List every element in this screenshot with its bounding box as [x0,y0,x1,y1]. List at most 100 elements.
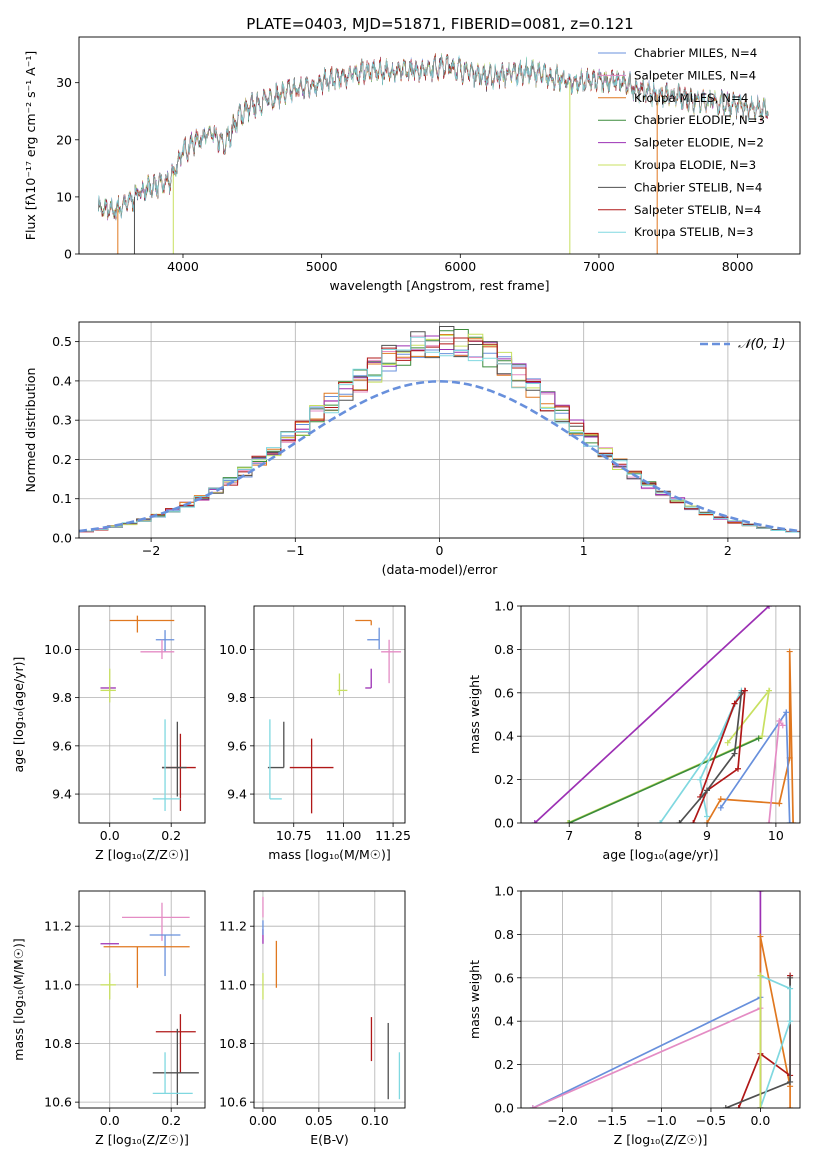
x-axis-label: mass [log₁₀(M/M☉)] [268,847,390,862]
x-tick-label: −2.0 [547,1113,577,1128]
legend-label: Salpeter ELODIE, N=2 [634,136,764,150]
weight-series-line [532,1007,761,1108]
x-tick-label: 0.05 [305,1113,333,1128]
axes-frame [520,605,801,824]
y-tick-label: 20 [56,132,72,147]
y-tick-label: 0.2 [494,1057,514,1072]
weight-marker [790,820,797,823]
weight-marker [704,820,710,823]
weight-marker [786,820,793,823]
weight-marker [735,1105,742,1108]
weight-marker [783,709,790,716]
weight-marker [766,820,772,823]
legend-label: Kroupa STELIB, N=3 [634,225,754,239]
weight-marker [755,735,762,742]
weight-marker [697,776,704,783]
plot-area [98,53,769,254]
x-tick-label: 6000 [444,259,476,274]
x-tick-label: 8 [634,828,642,843]
x-tick-label: 8000 [722,259,754,274]
y-tick-label: 0.8 [494,927,514,942]
y-tick-label: 0.6 [494,970,514,985]
axes-frame [520,890,801,1109]
histogram-series [79,336,800,534]
panel-weight-vs-age: 7 8 9 10 0.0 0.2 0.4 0.6 0.8 1.0 age [log₁₀(age/yr… [467,599,801,862]
legend-label: Salpeter MILES, N=4 [634,68,756,82]
y-tick-label: 10.6 [219,1095,247,1110]
x-tick-label: 7 [565,828,573,843]
x-axis-label: age [log₁₀(age/yr)] [603,847,719,862]
y-tick-label: 10.0 [219,642,247,657]
weight-marker [529,1105,536,1108]
y-tick-label: 1.0 [494,884,514,899]
weight-series-line [659,690,743,823]
y-tick-label: 11.0 [44,977,72,992]
x-tick-label: 1 [580,543,588,558]
y-tick-label: 30 [56,75,72,90]
weight-marker [531,820,538,823]
panel-residuals: −2 −1 0 1 2 0.0 0.1 0.2 0.3 0.4 0.5 (data-model)/er… [23,321,801,577]
y-tick-label: 10 [56,189,72,204]
plot-area [531,606,797,823]
weight-series-line [759,974,791,1108]
weight-marker [717,804,724,811]
legend-label: Chabrier ELODIE, N=3 [634,113,765,127]
weight-marker [704,813,710,820]
weight-series-line [706,651,794,823]
y-tick-label: 0 [64,247,72,262]
y-tick-label: 0.5 [52,334,72,349]
y-tick-label: 9.8 [52,690,72,705]
weight-marker [566,820,573,823]
x-tick-label: 0.2 [161,1113,181,1128]
y-axis-label: age [log₁₀(age/yr)] [11,657,26,773]
panel-mass-vs-Z: 0.0 0.2 10.6 10.8 11.0 11.2 Z [log₁₀(Z/Z☉)] mas… [11,890,206,1147]
axes-frame [78,890,206,1109]
x-tick-label: −1.0 [646,1113,676,1128]
x-axis-label: Z [log₁₀(Z/Z☉)] [614,1132,708,1147]
y-tick-label: 10.8 [219,1036,247,1051]
y-tick-label: 0.4 [494,729,514,744]
x-tick-label: 5000 [306,259,338,274]
weight-marker [724,739,731,746]
panel-age-vs-Z: 0.0 0.2 9.4 9.6 9.8 10.0 Z [log₁₀(Z/Z☉)] age [l… [11,605,206,862]
y-tick-label: 9.4 [227,787,247,802]
panel-age-vs-mass: 10.75 11.00 11.25 9.4 9.6 9.8 10.0 mass [log₁₀(… [219,605,411,862]
weight-marker [731,750,738,757]
weight-marker [786,648,793,655]
weight-marker [735,765,741,772]
weight-marker [787,1018,794,1025]
x-tick-label: 10 [768,828,784,843]
y-tick-label: 0.2 [494,772,514,787]
axes-frame [253,605,406,824]
x-axis-label: (data-model)/error [382,562,499,577]
weight-marker [766,687,772,694]
weight-marker [787,974,794,981]
weight-marker [676,820,683,823]
plot-area [79,326,800,535]
x-tick-label: 2 [724,543,732,558]
weight-marker [717,796,724,803]
y-axis-label: Normed distribution [23,368,38,493]
axes-frame [78,321,801,539]
weight-marker [657,820,664,823]
gaussian-reference-curve [79,379,800,533]
weight-marker [731,700,738,707]
weight-marker [759,733,766,740]
x-axis-label: wavelength [Angstrom, rest frame] [329,278,549,293]
plot-area [529,891,794,1108]
y-tick-label: 0.4 [494,1014,514,1029]
y-tick-label: 0.0 [494,816,514,831]
weight-series-line [568,737,760,823]
legend-label: Chabrier MILES, N=4 [634,46,757,60]
weight-series-line [532,995,762,1108]
x-tick-label: 0.00 [249,1113,277,1128]
weight-marker [779,722,786,729]
x-tick-label: 0.0 [100,1113,120,1128]
x-tick-label: 11.25 [375,828,411,843]
weight-marker [564,820,571,823]
weight-marker [757,1105,764,1108]
y-axis-label: mass weight [467,960,482,1039]
y-tick-label: 10.8 [44,1036,72,1051]
weight-marker [766,606,772,609]
